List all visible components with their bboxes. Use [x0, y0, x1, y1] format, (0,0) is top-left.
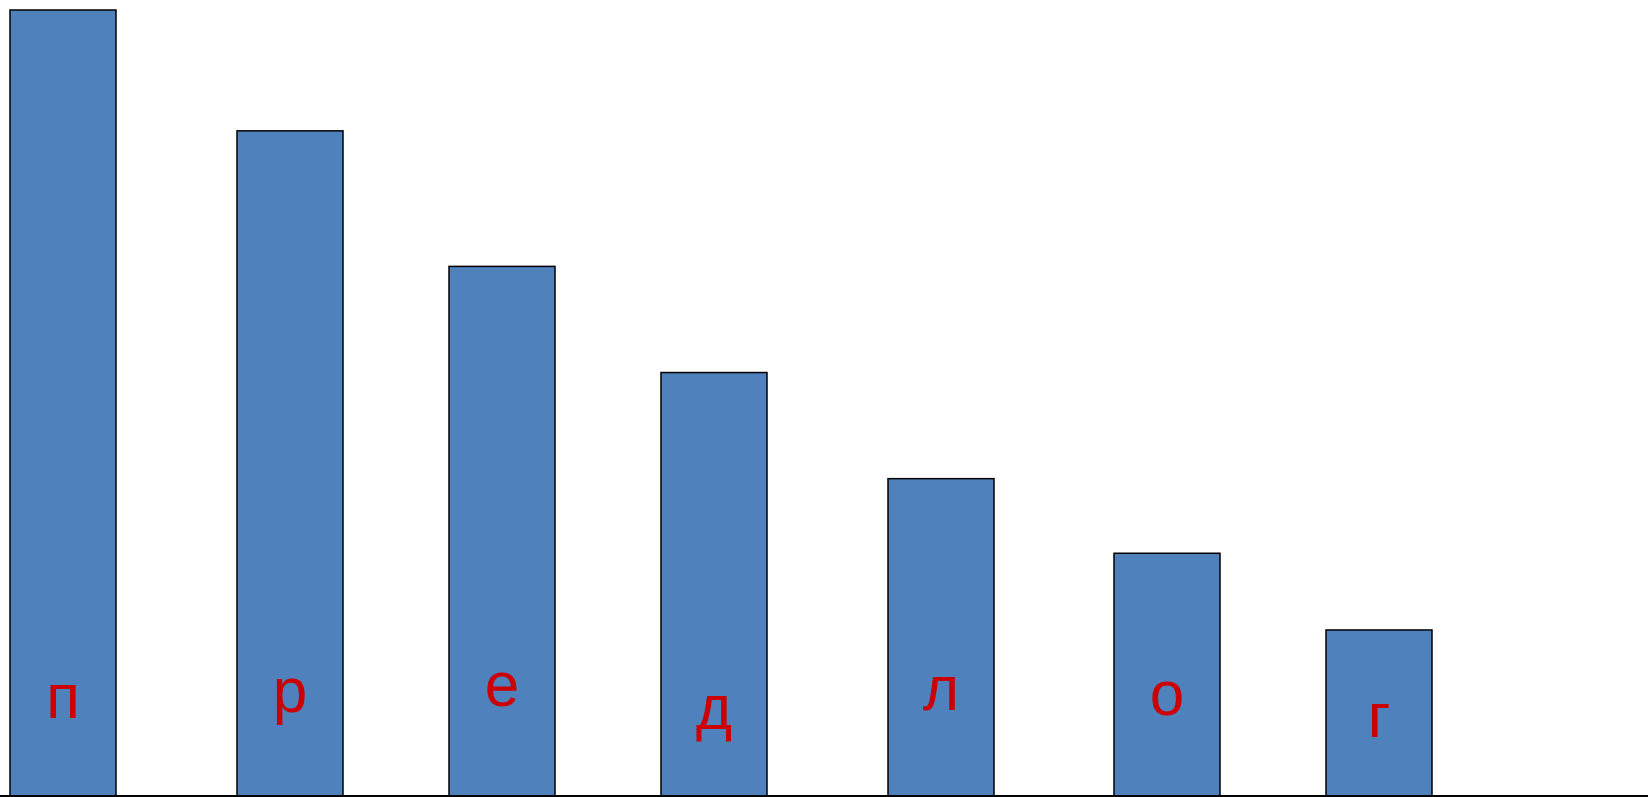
- bar-label-3: е: [485, 651, 519, 720]
- bar-label-4: д: [696, 674, 732, 743]
- bar-label-7: г: [1368, 682, 1391, 751]
- bar-label-1: п: [46, 663, 80, 732]
- bar-label-6: о: [1150, 660, 1184, 729]
- bar-5: [888, 479, 994, 796]
- bar-label-2: р: [273, 657, 307, 726]
- bar-label-5: л: [923, 655, 959, 724]
